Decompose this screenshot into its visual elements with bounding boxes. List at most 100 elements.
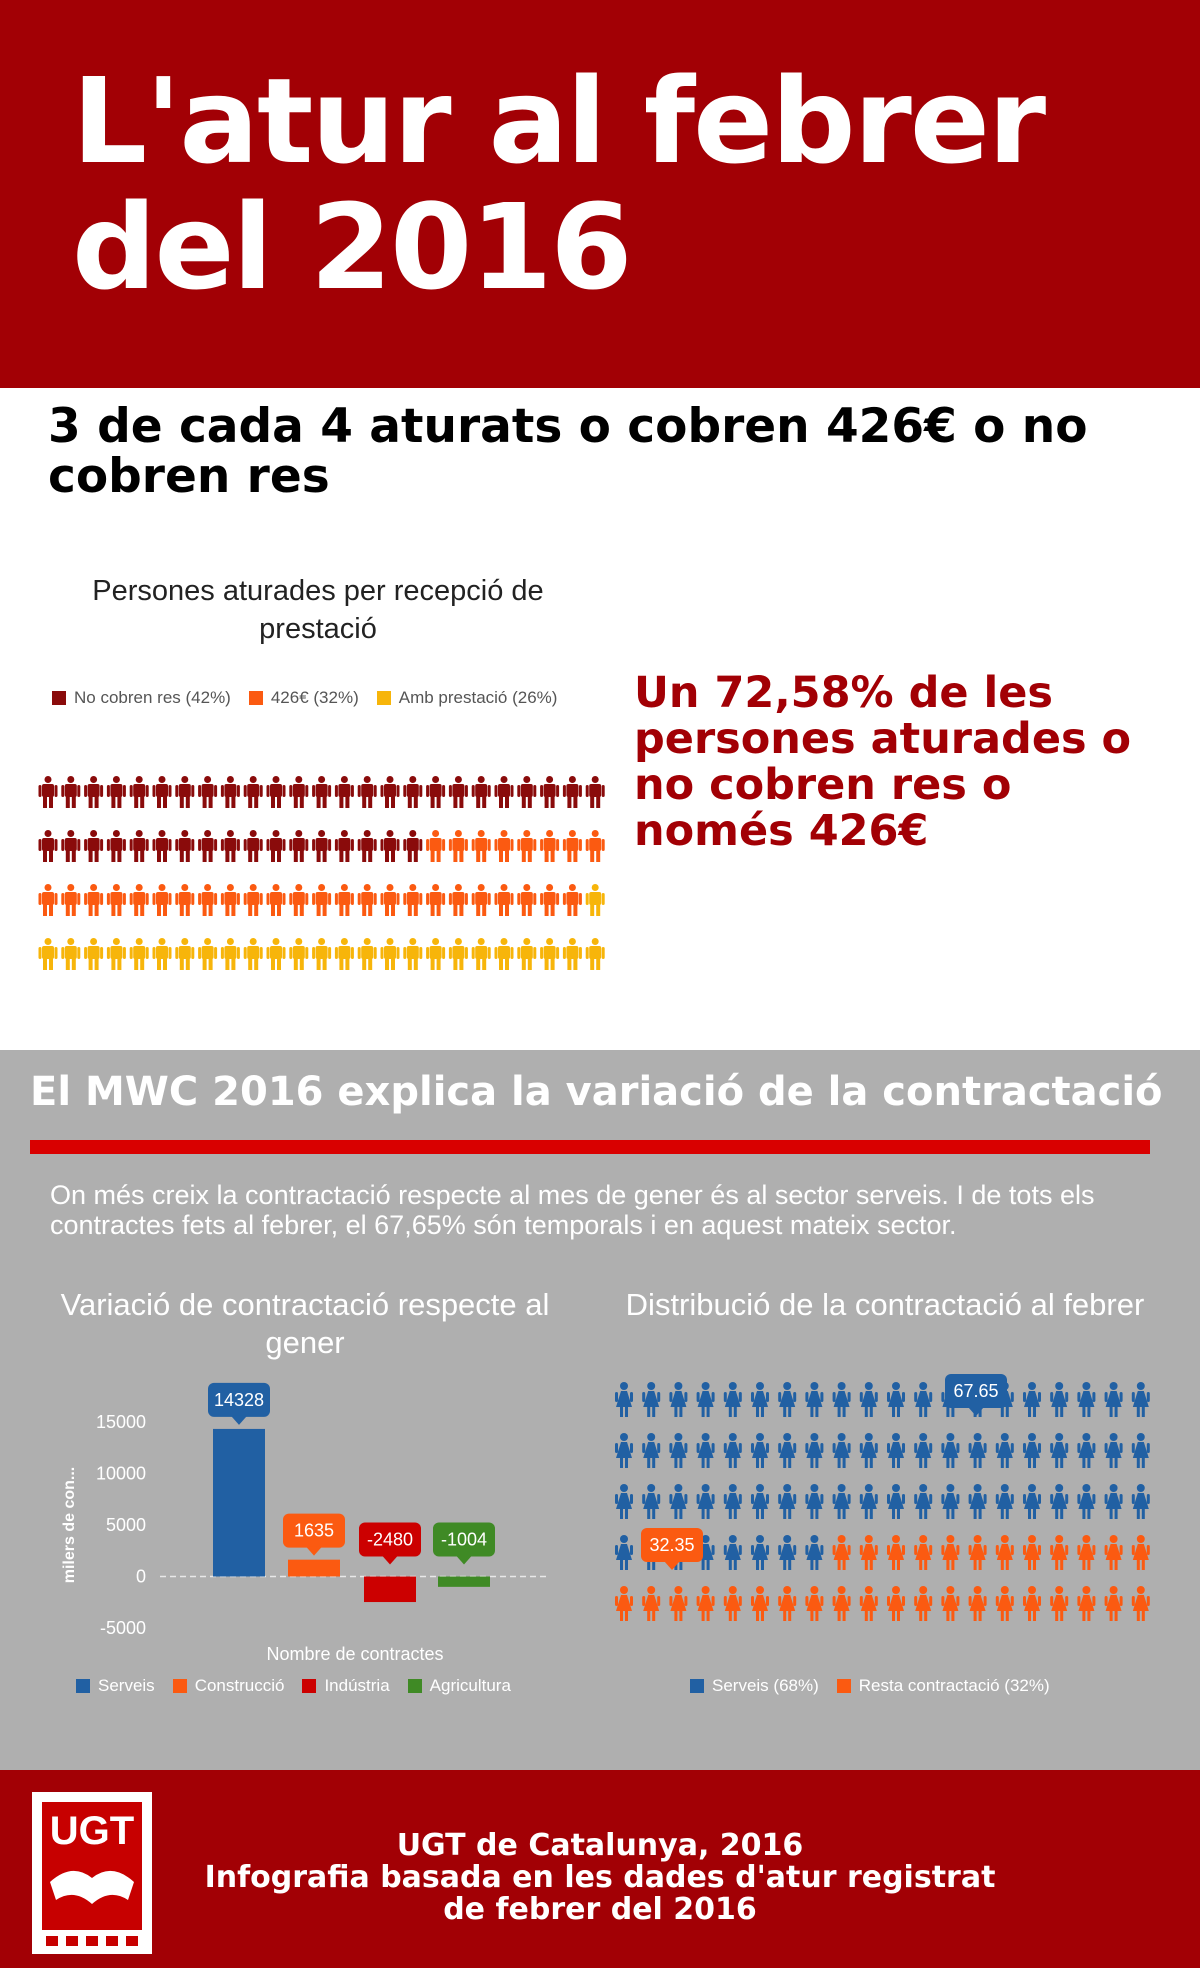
person-icon	[61, 884, 81, 916]
person-icon	[517, 830, 537, 862]
person-icon	[220, 830, 240, 862]
woman-icon	[859, 1382, 878, 1417]
woman-icon	[723, 1433, 742, 1468]
person-icon	[380, 830, 400, 862]
woman-icon	[642, 1586, 661, 1621]
person-icon	[357, 938, 377, 970]
person-icon	[540, 830, 560, 862]
person-icon	[334, 884, 354, 916]
person-icon	[494, 938, 514, 970]
woman-icon	[914, 1535, 933, 1570]
handshake-icon	[50, 1870, 134, 1904]
chart2-title: Variació de contractació respecte al gen…	[60, 1287, 550, 1360]
woman-icon	[1077, 1586, 1096, 1621]
person-icon	[266, 938, 286, 970]
woman-icon	[696, 1382, 715, 1417]
person-icon	[426, 776, 446, 808]
person-icon	[175, 884, 195, 916]
data-label-text: 1635	[294, 1521, 334, 1541]
logo-text: UGT	[50, 1809, 134, 1853]
woman-icon	[995, 1484, 1014, 1519]
woman-icon	[778, 1484, 797, 1519]
person-icon	[198, 884, 218, 916]
legend-label: No cobren res (42%)	[74, 688, 231, 707]
woman-icon	[615, 1433, 633, 1468]
legend-label: Serveis (68%)	[712, 1676, 819, 1695]
footer-line1: UGT de Catalunya, 2016	[396, 1828, 804, 1863]
woman-icon	[805, 1535, 824, 1570]
woman-icon	[1050, 1484, 1069, 1519]
data-label: 32.35	[641, 1528, 703, 1570]
woman-icon	[723, 1484, 742, 1519]
subtitle: 3 de cada 4 aturats o cobren 426€ o no c…	[48, 399, 1088, 504]
person-icon	[357, 830, 377, 862]
person-icon	[380, 776, 400, 808]
person-icon	[106, 884, 126, 916]
woman-icon	[751, 1382, 769, 1417]
legend-label: Indústria	[324, 1676, 390, 1695]
person-icon	[380, 884, 400, 916]
person-icon	[517, 938, 537, 970]
woman-icon	[615, 1484, 633, 1519]
chart3-legend: Serveis (68%) Resta contractació (32%)	[690, 1676, 1068, 1696]
person-icon	[289, 830, 309, 862]
woman-icon	[1023, 1586, 1041, 1621]
person-icon	[448, 776, 468, 808]
section2-text: On més creix la contractació respecte al…	[50, 1180, 1095, 1240]
data-label-text: 32.35	[649, 1535, 694, 1555]
legend-item: Indústria	[302, 1676, 390, 1696]
person-icon	[266, 884, 286, 916]
person-icon	[494, 884, 514, 916]
woman-icon	[887, 1382, 905, 1417]
woman-icon	[968, 1433, 987, 1468]
legend-swatch	[76, 1679, 90, 1693]
person-icon	[448, 938, 468, 970]
person-icon	[585, 884, 605, 916]
woman-icon	[832, 1433, 851, 1468]
person-icon	[494, 776, 514, 808]
person-icon	[198, 830, 218, 862]
woman-icon	[615, 1535, 633, 1570]
woman-icon	[832, 1382, 851, 1417]
person-icon	[471, 830, 491, 862]
data-label: 67.65	[945, 1374, 1007, 1416]
legend-item: Resta contractació (32%)	[836, 1676, 1050, 1696]
person-icon	[106, 938, 126, 970]
person-icon	[106, 830, 126, 862]
footer-line3: de febrer del 2016	[443, 1892, 757, 1927]
woman-icon	[778, 1535, 797, 1570]
person-icon	[84, 830, 104, 862]
woman-icon	[1050, 1382, 1069, 1417]
person-icon	[471, 938, 491, 970]
woman-icon	[723, 1382, 742, 1417]
data-label: 1635	[283, 1513, 345, 1556]
person-icon	[84, 884, 104, 916]
woman-icon	[642, 1484, 661, 1519]
bar-serveis	[213, 1428, 265, 1577]
person-icon	[106, 776, 126, 808]
y-tick-label: 15000	[96, 1412, 146, 1432]
person-icon	[517, 776, 537, 808]
woman-icon	[751, 1535, 769, 1570]
woman-icon	[914, 1433, 933, 1468]
legend-label: Resta contractació (32%)	[858, 1676, 1050, 1695]
woman-icon	[968, 1535, 987, 1570]
person-icon	[84, 776, 104, 808]
person-icon	[198, 938, 218, 970]
person-icon	[540, 884, 560, 916]
woman-icon	[941, 1586, 960, 1621]
woman-icon	[669, 1382, 688, 1417]
data-label-text: -2480	[367, 1530, 413, 1550]
woman-icon	[1104, 1382, 1123, 1417]
data-label: 14328	[208, 1382, 270, 1425]
woman-icon	[1077, 1535, 1096, 1570]
legend-item: Serveis (68%)	[690, 1676, 819, 1696]
woman-icon	[1023, 1484, 1041, 1519]
person-icon	[243, 938, 263, 970]
person-icon	[357, 776, 377, 808]
woman-icon	[1050, 1586, 1069, 1621]
woman-icon	[832, 1484, 851, 1519]
y-axis-label: milers de con...	[61, 1467, 78, 1583]
data-label-text: -1004	[441, 1530, 487, 1550]
legend-label: 426€ (32%)	[270, 688, 359, 707]
